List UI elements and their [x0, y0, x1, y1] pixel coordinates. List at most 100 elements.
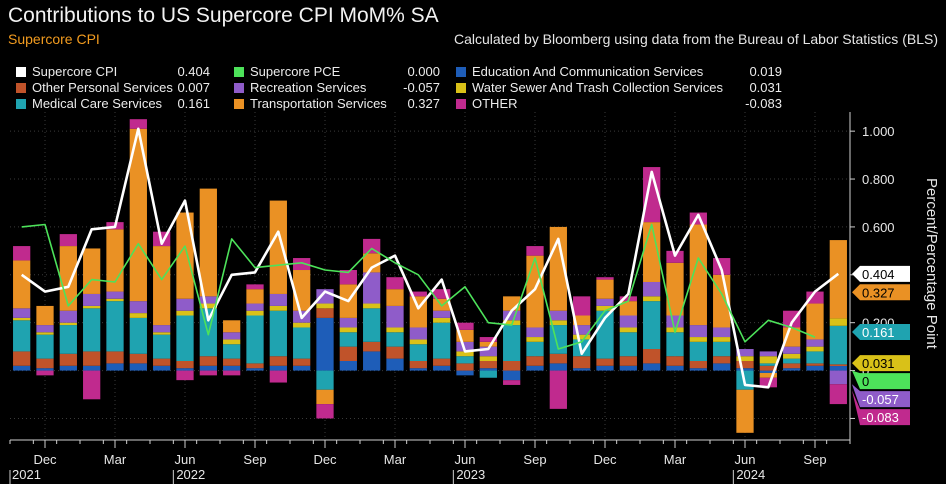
- bar-rec: [479, 346, 497, 357]
- bar-ops: [339, 346, 357, 361]
- bar-edu: [503, 370, 521, 381]
- legend-item[interactable]: OTHER -0.083: [456, 96, 786, 112]
- bar-edu: [549, 363, 567, 371]
- bar-edu: [689, 368, 707, 371]
- bar-trans: [736, 389, 754, 433]
- bar-rec: [339, 317, 357, 328]
- bar-rec: [759, 351, 777, 357]
- value-label-text: 0.404: [862, 267, 895, 282]
- legend-item[interactable]: Supercore CPI 0.404: [16, 64, 216, 80]
- legend-swatch: [456, 67, 466, 77]
- bar-other: [293, 258, 311, 271]
- bar-other: [83, 370, 101, 400]
- legend-value: 0.031: [749, 80, 782, 95]
- bar-ops: [269, 356, 287, 366]
- bar-rec: [36, 325, 54, 333]
- bar-trans: [293, 270, 311, 311]
- y-tick-label: 1.000: [862, 124, 895, 139]
- bar-med: [246, 315, 264, 364]
- bar-rec: [783, 346, 801, 354]
- value-label-box: [852, 265, 910, 282]
- bar-med: [456, 356, 474, 364]
- bar-trans: [36, 305, 54, 326]
- bar-trans: [479, 341, 497, 347]
- legend-value: -0.057: [403, 80, 440, 95]
- legend-item[interactable]: Supercore PCE 0.000: [234, 64, 444, 80]
- bar-ops: [736, 360, 754, 369]
- bar-med: [363, 308, 381, 342]
- legend-swatch: [16, 83, 26, 93]
- bar-rec: [223, 332, 241, 340]
- bar-water: [129, 313, 147, 318]
- bar-med: [36, 334, 54, 359]
- bar-edu: [783, 368, 801, 371]
- bar-edu: [36, 368, 54, 371]
- bar-med: [293, 327, 311, 359]
- legend-item[interactable]: Water Sewer And Trash Collection Service…: [456, 80, 786, 96]
- value-label-box: [852, 324, 910, 341]
- bar-ops: [293, 358, 311, 366]
- value-label-other: -0.083: [852, 390, 910, 426]
- bar-water: [386, 327, 404, 333]
- x-tick-label: Sep: [243, 452, 266, 467]
- bar-rec: [666, 315, 684, 328]
- legend-item[interactable]: Medical Care Services 0.161: [16, 96, 216, 112]
- bar-water: [363, 303, 381, 309]
- bar-water: [106, 298, 124, 302]
- bar-edu: [269, 365, 287, 371]
- bar-edu: [479, 368, 497, 371]
- legend-item[interactable]: Education And Communication Services 0.0…: [456, 64, 786, 80]
- bar-rec: [59, 310, 77, 323]
- bar-trans: [573, 315, 591, 326]
- bar-water: [549, 320, 567, 326]
- bar-edu: [13, 365, 31, 371]
- bar-rec: [806, 339, 824, 347]
- legend-item[interactable]: Other Personal Services 0.007: [16, 80, 216, 96]
- x-tick-label: Jun: [175, 452, 196, 467]
- bar-edu: [736, 368, 754, 371]
- chart-title: Contributions to US Supercore CPI MoM% S…: [8, 4, 439, 27]
- x-tick-label: Sep: [803, 452, 826, 467]
- bar-rec: [153, 325, 171, 333]
- legend-item[interactable]: Recreation Services -0.057: [234, 80, 444, 96]
- bar-other: [456, 322, 474, 330]
- bar-water: [689, 337, 707, 342]
- bar-other: [36, 370, 54, 376]
- bar-other: [269, 370, 287, 383]
- bar-edu: [106, 363, 124, 371]
- bar-trans: [619, 301, 637, 316]
- bar-water: [316, 303, 334, 309]
- bar-med: [339, 332, 357, 347]
- legend-item[interactable]: Transportation Services 0.327: [234, 96, 444, 112]
- bar-water: [83, 305, 101, 309]
- legend-value: 0.007: [177, 80, 210, 95]
- bar-edu: [293, 365, 311, 371]
- bar-edu: [59, 365, 77, 371]
- bar-water: [573, 334, 591, 340]
- bar-water: [456, 351, 474, 357]
- bar-other: [829, 384, 847, 405]
- legend-value: 0.161: [177, 96, 210, 111]
- bar-rec: [199, 296, 217, 304]
- bar-water: [596, 305, 614, 311]
- bar-water: [433, 317, 451, 323]
- bar-rec: [573, 325, 591, 335]
- legend-value: 0.404: [177, 64, 210, 79]
- bar-edu: [176, 368, 194, 371]
- bar-rec: [549, 310, 567, 321]
- value-label-box: [852, 284, 910, 301]
- bar-edu: [713, 363, 731, 371]
- value-label-trans: 0.327: [852, 284, 910, 301]
- x-tick-label: Dec: [33, 452, 57, 467]
- bar-ops: [573, 356, 591, 369]
- bar-edu: [339, 360, 357, 371]
- line-scpi: [20, 127, 840, 389]
- bar-ops: [713, 356, 731, 364]
- x-tick-label: Dec: [593, 452, 617, 467]
- bar-water: [176, 310, 194, 316]
- bar-med: [666, 332, 684, 357]
- bar-med: [783, 358, 801, 364]
- x-tick-label: Mar: [384, 452, 407, 467]
- year-label: 2021: [12, 467, 41, 482]
